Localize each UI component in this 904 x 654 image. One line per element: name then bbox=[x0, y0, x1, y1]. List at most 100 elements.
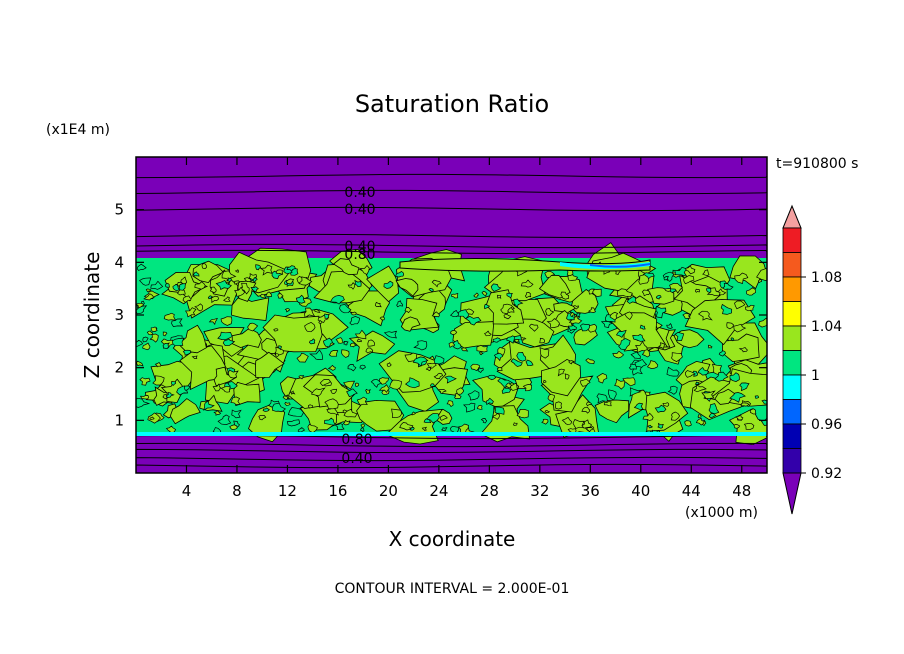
speckle bbox=[612, 350, 625, 359]
speckle bbox=[140, 395, 150, 400]
speckle bbox=[289, 390, 296, 395]
speckle bbox=[165, 282, 170, 288]
speckle bbox=[575, 312, 581, 318]
speckle bbox=[684, 420, 692, 427]
chart-title: Saturation Ratio bbox=[355, 90, 549, 118]
speckle bbox=[570, 311, 576, 318]
speckle bbox=[494, 406, 505, 415]
speckle bbox=[314, 309, 321, 313]
speckle bbox=[142, 342, 151, 351]
speckle bbox=[617, 288, 633, 298]
speckle bbox=[425, 366, 432, 372]
speckle bbox=[749, 408, 757, 415]
speckle bbox=[478, 351, 484, 356]
speckle bbox=[545, 307, 555, 316]
speckle bbox=[286, 265, 296, 272]
speckle bbox=[356, 338, 362, 343]
supersaturated-patch bbox=[541, 358, 582, 397]
speckle bbox=[217, 414, 232, 425]
speckle bbox=[220, 385, 231, 393]
speckle bbox=[243, 277, 252, 282]
speckle bbox=[510, 358, 523, 367]
colorbar-label: 1.08 bbox=[811, 270, 842, 286]
speckle bbox=[250, 286, 259, 293]
speckle bbox=[149, 333, 159, 343]
speckle bbox=[484, 330, 492, 337]
speckle bbox=[706, 287, 721, 297]
speckle bbox=[586, 401, 592, 407]
speckle bbox=[730, 337, 735, 342]
speckle bbox=[585, 358, 595, 365]
speckle bbox=[492, 337, 502, 343]
speckle bbox=[208, 317, 218, 326]
contour-label: 0.40 bbox=[341, 451, 372, 467]
speckle bbox=[629, 387, 642, 397]
speckle bbox=[350, 311, 357, 316]
speckle bbox=[729, 392, 746, 403]
speckle bbox=[671, 352, 683, 363]
speckle bbox=[171, 318, 183, 327]
speckle bbox=[579, 378, 591, 387]
speckle bbox=[707, 344, 713, 349]
speckle bbox=[396, 300, 403, 308]
speckle bbox=[255, 264, 262, 271]
speckle bbox=[209, 286, 217, 294]
speckle bbox=[309, 349, 324, 360]
speckle bbox=[618, 338, 631, 351]
speckle bbox=[546, 318, 560, 328]
speckle bbox=[163, 312, 177, 321]
speckle bbox=[456, 387, 465, 395]
speckle bbox=[354, 329, 367, 340]
speckle bbox=[282, 395, 288, 400]
speckle bbox=[201, 263, 207, 269]
colorbar-swatch bbox=[782, 399, 802, 425]
contour-line bbox=[136, 173, 767, 179]
speckle bbox=[296, 352, 309, 363]
speckle bbox=[310, 387, 326, 396]
speckle bbox=[572, 419, 585, 429]
speckle bbox=[339, 304, 352, 314]
speckle bbox=[516, 352, 527, 362]
speckle bbox=[444, 375, 457, 384]
speckle bbox=[343, 408, 358, 418]
supersaturated-patch bbox=[213, 366, 237, 387]
contour-line bbox=[136, 206, 767, 212]
colorbar-swatch bbox=[782, 325, 802, 351]
speckle bbox=[544, 270, 556, 279]
supersaturated-patch bbox=[233, 381, 261, 407]
speckle bbox=[379, 377, 390, 385]
speckle bbox=[262, 407, 270, 412]
speckle bbox=[507, 306, 515, 313]
speckle bbox=[614, 378, 626, 390]
speckle bbox=[323, 313, 330, 319]
speckle bbox=[298, 276, 313, 286]
x-tick-label: 12 bbox=[278, 482, 297, 500]
speckle bbox=[641, 349, 651, 358]
speckle bbox=[473, 292, 479, 298]
speckle bbox=[697, 310, 713, 321]
speckle bbox=[655, 294, 662, 300]
speckle bbox=[555, 401, 563, 410]
speckle bbox=[734, 272, 749, 284]
speckle bbox=[492, 413, 500, 420]
speckle bbox=[581, 406, 591, 414]
speckle bbox=[667, 385, 678, 395]
speckle bbox=[165, 391, 175, 399]
speckle bbox=[701, 390, 716, 399]
speckle bbox=[694, 381, 700, 386]
speckle bbox=[481, 290, 488, 297]
speckle bbox=[343, 341, 349, 346]
speckle bbox=[657, 422, 664, 429]
supersaturated-patch bbox=[722, 333, 760, 363]
speckle bbox=[457, 423, 469, 435]
speckle bbox=[683, 275, 695, 285]
speckle bbox=[600, 321, 614, 329]
speckle bbox=[194, 303, 203, 312]
speckle bbox=[568, 315, 583, 324]
speckle bbox=[634, 358, 648, 368]
speckle bbox=[184, 307, 197, 318]
colorbar-label: 0.92 bbox=[811, 466, 842, 482]
speckle bbox=[622, 377, 636, 387]
speckle bbox=[330, 388, 338, 394]
speckle bbox=[308, 404, 314, 409]
